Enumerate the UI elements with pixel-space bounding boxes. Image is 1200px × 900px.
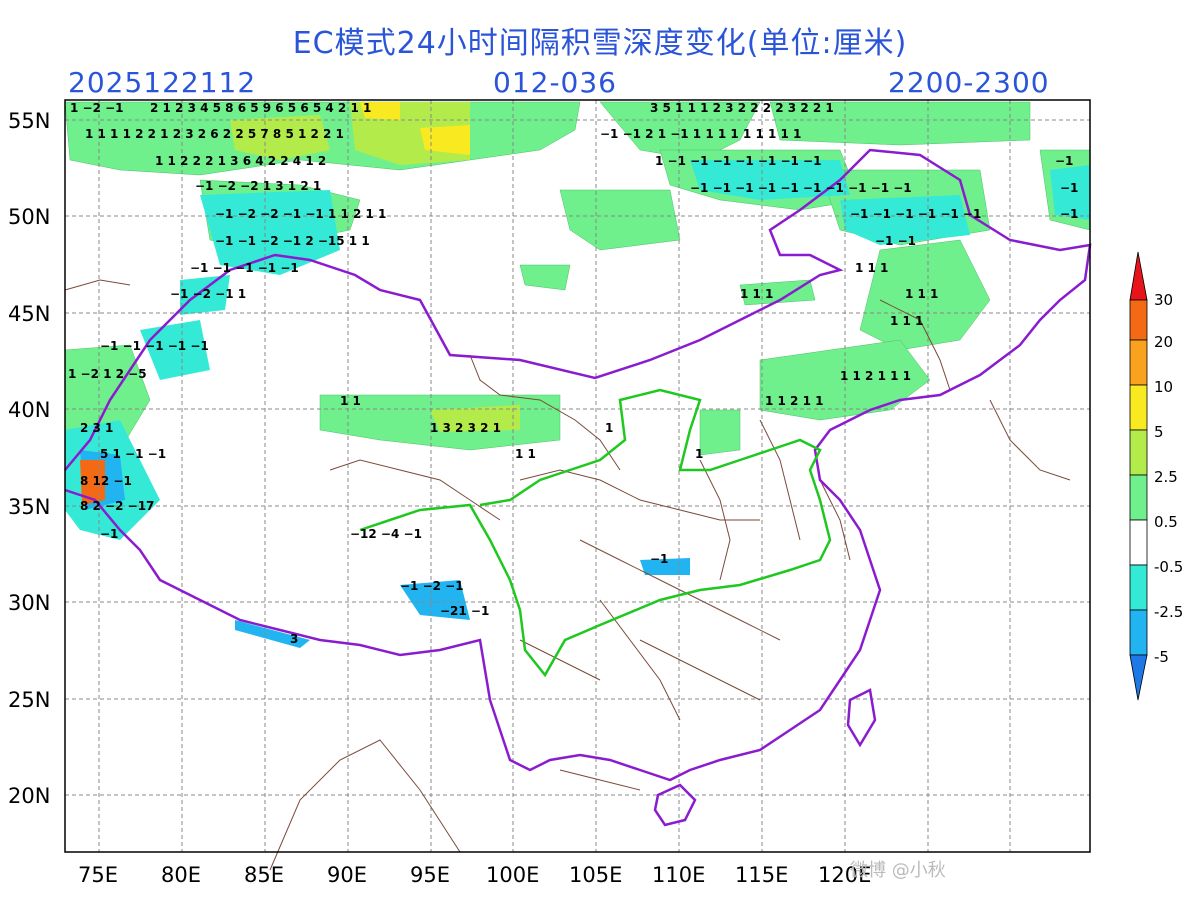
lat-label: 30N — [8, 591, 50, 615]
latitude-labels: 55N 50N 45N 40N 35N 30N 25N 20N — [8, 109, 50, 808]
lon-label: 110E — [652, 863, 705, 887]
lon-label: 80E — [161, 863, 201, 887]
lat-label: 20N — [8, 784, 50, 808]
lat-label: 45N — [8, 302, 50, 326]
svg-text:1 1: 1 1 1 — [855, 261, 888, 275]
colorbar-label: -5 — [1154, 648, 1169, 666]
graticule — [65, 100, 1090, 852]
svg-text:8 2 −2 −17: 8 2 −2 −17 — [80, 499, 154, 513]
svg-text:1 −2 −1: 1 −2 −1 — [70, 101, 124, 115]
colorbar-label: 2.5 — [1154, 468, 1178, 486]
svg-text:1 1 2 1 1 1: 1 1 2 1 1 1 — [840, 369, 911, 383]
svg-text:3: 3 — [290, 632, 298, 646]
lon-label: 100E — [486, 863, 539, 887]
svg-text:1: 1 — [695, 447, 703, 461]
lon-label: 90E — [327, 863, 367, 887]
init-time: 2025122112 — [68, 66, 257, 99]
svg-text:2 1 2 3 4 5 8 6 5 9: 2 1 2 3 4 5 8 6 5 9 6 5 6 5 4 2 1 1 — [150, 101, 371, 115]
chart-title: EC模式24小时间隔积雪深度变化(单位:厘米) — [292, 26, 908, 61]
svg-text:1 1 2 2 2: 1 1 2 2 2 1 3 6 4 2 2 4 1 2 — [155, 154, 326, 168]
colorbar-label: 5 — [1154, 423, 1164, 441]
snow-heavy-areas — [230, 102, 520, 432]
svg-text:1 1: 1 1 — [340, 394, 361, 408]
lat-label: 35N — [8, 495, 50, 519]
value-labels: 1 −2 −1 2 1 2 3 4 5 8 6 5 9 6 5 6 5 4 2 … — [68, 101, 1078, 646]
svg-text:1 −2 1 2 −5: 1 −2 1 2 −5 — [68, 367, 147, 381]
highlight-region — [359, 388, 832, 678]
snow-decrease-areas — [65, 160, 1090, 648]
svg-text:−1 −1 −1 −1 −1: −1 −1 −1 −1 −1 — [190, 261, 299, 275]
svg-text:−21 −1: −21 −1 — [440, 604, 489, 618]
svg-text:−12 −4 −1: −12 −4 −1 — [350, 527, 422, 541]
colorbar-label: 0.5 — [1154, 513, 1178, 531]
lon-label: 115E — [735, 863, 788, 887]
svg-text:−1 −2 −2 1: −1 −2 −2 1 3 1 2 1 — [195, 179, 321, 193]
china-border — [64, 148, 1092, 827]
lat-label: 25N — [8, 688, 50, 712]
svg-text:5 1 −1 −1: 5 1 −1 −1 — [100, 447, 166, 461]
watermark: 微博 @小秋 — [850, 860, 946, 881]
svg-text:1 1 1 1 2 2 1 2: 1 1 1 1 2 2 1 2 3 2 6 2 2 5 7 8 5 1 2 2 … — [85, 127, 344, 141]
colorbar-labels: 30 20 10 5 2.5 0.5 -0.5 -2.5 -5 — [1154, 291, 1183, 666]
svg-text:−1: −1 — [1060, 181, 1078, 195]
lat-label: 55N — [8, 109, 50, 133]
lon-label: 85E — [244, 863, 284, 887]
svg-text:−1 −1: −1 −1 — [875, 234, 916, 248]
forecast-range: 012-036 — [493, 66, 617, 99]
svg-text:1 3 2 3 2 1: 1 3 2 3 2 1 — [430, 421, 501, 435]
colorbar-label: -2.5 — [1154, 603, 1183, 621]
svg-text:−1 −2 −2 −1 −1 1: −1 −2 −2 −1 −1 1 1 2 1 1 — [215, 207, 386, 221]
longitude-labels: 75E 80E 85E 90E 95E 100E 105E 110E 115E … — [78, 863, 871, 887]
svg-text:2 3 1: 2 3 1 — [80, 421, 113, 435]
lon-label: 95E — [410, 863, 450, 887]
svg-text:−1: −1 — [1060, 207, 1078, 221]
svg-text:−1 −2 −1: −1 −2 −1 — [400, 579, 464, 593]
svg-text:−1 −1 −1 −1 −1: −1 −1 −1 −1 −1 — [100, 339, 209, 353]
svg-text:1 1 1: 1 1 1 — [905, 287, 938, 301]
lon-label: 120E — [818, 863, 871, 887]
svg-text:1 1 1: 1 1 1 — [890, 314, 923, 328]
svg-text:−1: −1 — [650, 552, 668, 566]
svg-text:−1 −1 2 1 −1 1: −1 −1 2 1 −1 1 1 1 1 1 1 1 1 1 — [600, 127, 801, 141]
svg-text:3 5 1 1 1 2: 3 5 1 1 1 2 3 2 2 2 2 3 2 2 1 — [650, 101, 834, 115]
svg-text:1 1: 1 1 — [515, 447, 536, 461]
svg-text:−1: −1 — [1055, 154, 1073, 168]
lon-label: 75E — [78, 863, 118, 887]
svg-text:−1: −1 — [100, 527, 118, 541]
colorbar-label: 30 — [1154, 291, 1173, 309]
lon-label: 105E — [569, 863, 622, 887]
svg-text:−1 −1 −1 −1 −1 −1 −1: −1 −1 −1 −1 −1 −1 −1 −1 −1 −1 — [690, 181, 912, 195]
svg-text:−1 −2 −1 1: −1 −2 −1 1 — [170, 287, 246, 301]
lat-label: 40N — [8, 398, 50, 422]
svg-text:1 −1 −1 −1 −1 −1 −1 −1: 1 −1 −1 −1 −1 −1 −1 −1 — [655, 154, 821, 168]
svg-text:8 12 −1: 8 12 −1 — [80, 474, 132, 488]
svg-text:1 1 2 1 1: 1 1 2 1 1 — [765, 394, 823, 408]
colorbar-label: 20 — [1154, 333, 1173, 351]
colorbar-label: 10 — [1154, 378, 1173, 396]
svg-text:−1 −1 −1 −1 −1 −1: −1 −1 −1 −1 −1 −1 — [850, 207, 981, 221]
plot-frame — [64, 99, 1091, 853]
svg-text:−1 −1 −2 −1 2 −15: −1 −1 −2 −1 2 −15 1 1 — [215, 234, 370, 248]
valid-window: 2200-2300 — [888, 66, 1050, 99]
svg-text:1 1 1: 1 1 1 — [740, 287, 773, 301]
svg-text:1: 1 — [605, 421, 613, 435]
lat-label: 50N — [8, 205, 50, 229]
colorbar — [1129, 251, 1148, 701]
colorbar-label: -0.5 — [1154, 558, 1183, 576]
